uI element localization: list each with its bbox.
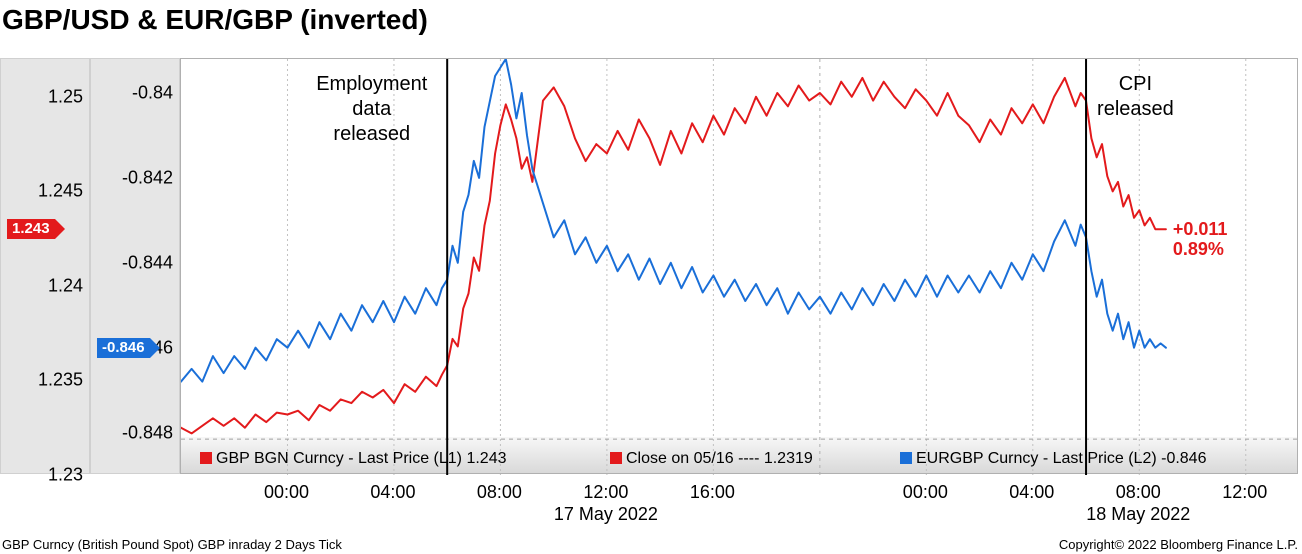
xtick: 12:00 [583, 482, 628, 503]
legend-item: EURGBP Curncy - Last Price (L2) -0.846 [900, 450, 1206, 468]
xtick: 08:00 [1116, 482, 1161, 503]
ytick-mid: -0.848 [122, 422, 173, 443]
annotation-cpi: CPIreleased [1097, 72, 1174, 122]
footer-left: GBP Curncy (British Pound Spot) GBP inra… [2, 537, 342, 552]
chart-title: GBP/USD & EUR/GBP (inverted) [2, 4, 428, 36]
price-flag-eurgbp: -0.846 [97, 338, 150, 358]
legend-text: Close on 05/16 ---- 1.2319 [626, 450, 813, 467]
y-axis-mid: -0.848-0.846-0.844-0.842-0.84-0.846 [90, 58, 180, 474]
xtick: 04:00 [1009, 482, 1054, 503]
xtick: 08:00 [477, 482, 522, 503]
xtick: 00:00 [903, 482, 948, 503]
x-axis: 00:00 04:00 08:00 12:00 16:00 00:00 04:00 08:00… [180, 474, 1298, 528]
legend-text: EURGBP Curncy - Last Price (L2) -0.846 [916, 450, 1206, 467]
price-flag-gbpusd: 1.243 [7, 219, 55, 239]
ytick-mid: -0.842 [122, 167, 173, 188]
legend-item: GBP BGN Curncy - Last Price (L1) 1.243 [200, 450, 506, 468]
ytick-left: 1.24 [48, 275, 83, 296]
y-axis-left: 1.231.2351.241.2451.251.243 [0, 58, 90, 474]
ytick-left: 1.235 [38, 370, 83, 391]
x-date-label: 18 May 2022 [1086, 504, 1190, 525]
ytick-left: 1.245 [38, 181, 83, 202]
legend-text: GBP BGN Curncy - Last Price (L1) 1.243 [216, 450, 506, 467]
legend-swatch [200, 452, 212, 464]
legend-swatch [900, 452, 912, 464]
xtick: 00:00 [264, 482, 309, 503]
xtick: 04:00 [370, 482, 415, 503]
x-date-label: 17 May 2022 [554, 504, 658, 525]
ytick-left: 1.25 [48, 86, 83, 107]
ytick-mid: -0.844 [122, 252, 173, 273]
xtick: 12:00 [1222, 482, 1267, 503]
legend-item: Close on 05/16 ---- 1.2319 [610, 450, 813, 468]
footer-right: Copyright© 2022 Bloomberg Finance L.P. [1059, 537, 1298, 552]
legend-swatch [610, 452, 622, 464]
annotation-employment: Employmentdatareleased [316, 72, 427, 147]
ytick-left: 1.23 [48, 465, 83, 486]
xtick: 16:00 [690, 482, 735, 503]
price-delta: +0.0110.89% [1173, 219, 1228, 260]
ytick-mid: -0.84 [132, 82, 173, 103]
